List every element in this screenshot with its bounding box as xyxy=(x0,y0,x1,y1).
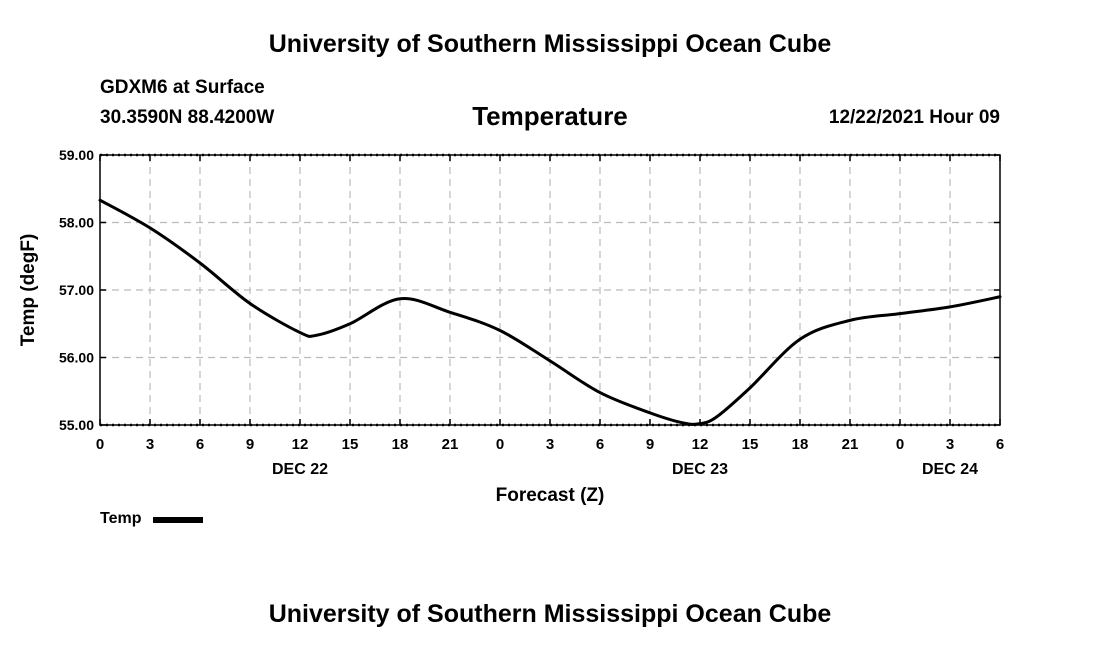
x-tick-label: 9 xyxy=(246,436,254,453)
x-tick-label: 3 xyxy=(546,436,554,453)
x-tick-label: 0 xyxy=(896,436,904,453)
footer-title: University of Southern Mississippi Ocean… xyxy=(268,600,832,628)
y-tick-label: 55.00 xyxy=(59,417,94,433)
date-label: DEC 23 xyxy=(672,461,728,478)
date-label: DEC 24 xyxy=(922,461,978,478)
x-axis-title: Forecast (Z) xyxy=(496,485,605,506)
legend: Temp xyxy=(100,510,204,528)
coordinates-label: 30.3590N 88.4200W xyxy=(100,107,275,128)
x-tick-label: 0 xyxy=(496,436,504,453)
main-title: University of Southern Mississippi Ocean… xyxy=(268,30,832,58)
x-tick-label: 3 xyxy=(946,436,954,453)
x-tick-label: 21 xyxy=(842,436,859,453)
y-axis-title: Temp (degF) xyxy=(18,234,39,347)
y-tick-label: 56.00 xyxy=(59,350,94,366)
x-tick-label: 18 xyxy=(392,436,409,453)
x-tick-label: 15 xyxy=(342,436,359,453)
x-tick-label: 21 xyxy=(442,436,459,453)
x-tick-label: 9 xyxy=(646,436,654,453)
y-tick-label: 57.00 xyxy=(59,282,94,298)
x-tick-label: 6 xyxy=(996,436,1004,453)
station-label: GDXM6 at Surface xyxy=(100,77,265,98)
x-tick-label: 0 xyxy=(96,436,104,453)
x-tick-label: 6 xyxy=(196,436,204,453)
date-label: DEC 22 xyxy=(272,461,328,478)
x-tick-label: 15 xyxy=(742,436,759,453)
x-tick-label: 3 xyxy=(146,436,154,453)
x-tick-label: 12 xyxy=(292,436,309,453)
y-tick-label: 58.00 xyxy=(59,215,94,231)
x-tick-label: 6 xyxy=(596,436,604,453)
forecast-datetime: 12/22/2021 Hour 09 xyxy=(828,107,1000,128)
legend-swatch xyxy=(153,517,204,523)
x-tick-label: 18 xyxy=(792,436,809,453)
legend-label: Temp xyxy=(100,510,142,527)
chart-title: Temperature xyxy=(472,101,628,131)
x-tick-label: 12 xyxy=(692,436,709,453)
y-tick-label: 59.00 xyxy=(59,147,94,163)
temp-series-line xyxy=(98,198,1002,426)
